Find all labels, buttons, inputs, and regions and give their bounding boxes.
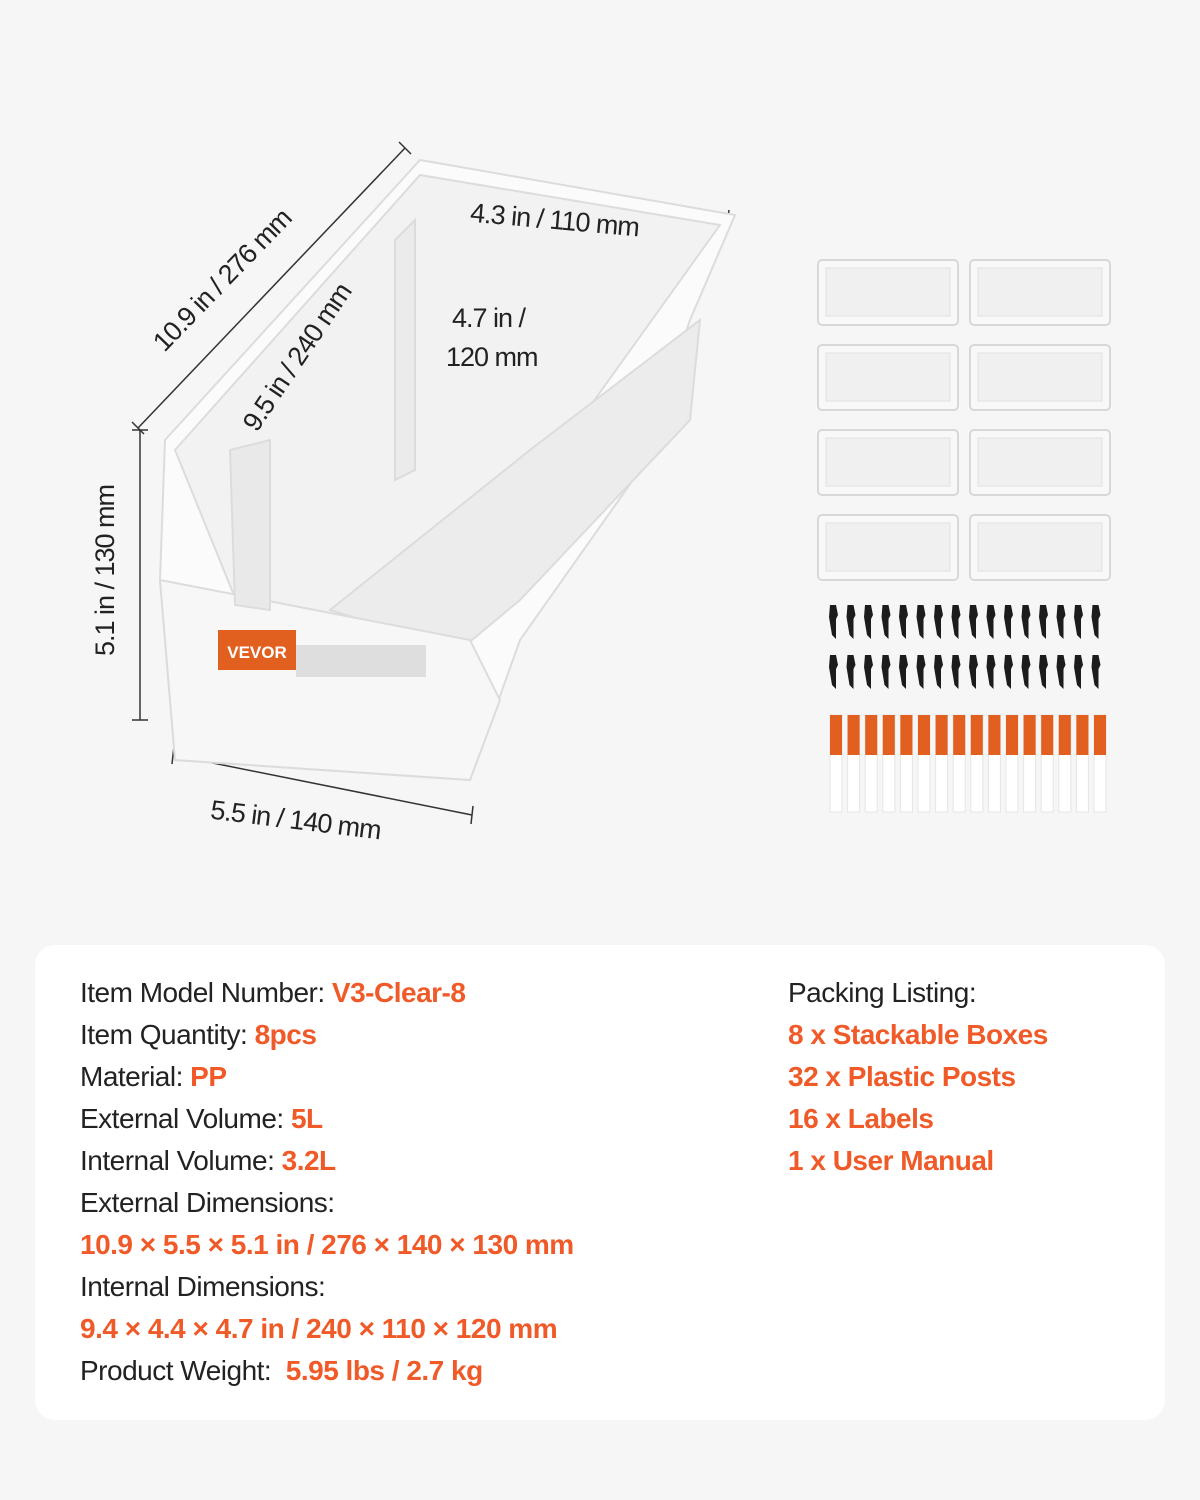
ext-volume-label: External Volume: [80, 1103, 291, 1134]
quantity-value: 8pcs [254, 1019, 317, 1050]
plastic-post [1091, 655, 1101, 689]
model-value: V3-Clear-8 [331, 977, 466, 1008]
plastic-post [934, 605, 943, 639]
vevor-label [218, 630, 296, 670]
plastic-post [1021, 605, 1031, 639]
plastic-post [916, 655, 926, 689]
weight-value: 5.95 lbs / 2.7 kg [285, 1355, 483, 1386]
product-illustration: VEVOR [131, 141, 1111, 825]
ext-dim-label: External Dimensions: [80, 1187, 335, 1218]
label-slot [296, 645, 426, 677]
mini-bin-inner [825, 522, 951, 572]
label-strip-logo [900, 715, 913, 755]
dim-depth-line1: 4.7 in / [452, 303, 526, 333]
label-strip-logo [865, 715, 878, 755]
material-value: PP [190, 1061, 227, 1092]
int-dim-label: Internal Dimensions: [80, 1271, 326, 1302]
spec-list: Item Model Number: V3-Clear-8 Item Quant… [80, 972, 574, 1392]
plastic-post [1056, 605, 1066, 639]
plastic-post [829, 655, 838, 689]
mini-bin-inner [977, 267, 1103, 317]
plastic-post [951, 655, 961, 689]
plastic-post [1074, 655, 1083, 689]
label-strip-logo [1058, 715, 1071, 755]
label-strip-logo [882, 715, 895, 755]
mini-bin-inner [825, 352, 951, 402]
plastic-post [829, 605, 838, 639]
label-strip-logo [1076, 715, 1089, 755]
label-strip-logo [988, 715, 1001, 755]
label-strip-logo [1094, 715, 1106, 755]
packing-item: 16 x Labels [788, 1103, 934, 1134]
plastic-post [969, 655, 978, 689]
mini-bin-inner [977, 522, 1103, 572]
label-strip-logo [847, 715, 860, 755]
label-strip-logo [1041, 715, 1054, 755]
label-strip-logo [918, 715, 930, 755]
packing-item: 8 x Stackable Boxes [788, 1019, 1048, 1050]
plastic-post [899, 655, 908, 689]
plastic-post [846, 655, 856, 689]
plastic-post [899, 605, 908, 639]
plastic-post [1056, 655, 1066, 689]
int-volume-value: 3.2L [281, 1145, 337, 1176]
plastic-post [969, 605, 978, 639]
mini-bin-inner [977, 352, 1103, 402]
plastic-post [846, 605, 856, 639]
plastic-post [1004, 605, 1013, 639]
plastic-post [934, 655, 943, 689]
quantity-label: Item Quantity: [80, 1019, 255, 1050]
model-label: Item Model Number: [80, 977, 332, 1008]
label-strip-logo [1006, 715, 1018, 755]
plastic-post [951, 605, 961, 639]
mini-bin-inner [977, 437, 1103, 487]
dim-depth-line2: 120 mm [446, 342, 539, 372]
spec-panel [35, 945, 1165, 1420]
packing-item: 32 x Plastic Posts [788, 1061, 1016, 1092]
packing-list: Packing Listing: 8 x Stackable Boxes 32 … [788, 972, 1048, 1182]
plastic-post [1091, 605, 1101, 639]
plastic-post [1039, 655, 1048, 689]
plastic-post [916, 605, 926, 639]
label-strip-logo [970, 715, 983, 755]
plastic-post [864, 605, 873, 639]
plastic-post [986, 655, 996, 689]
plastic-post [881, 605, 891, 639]
plastic-post [1021, 655, 1031, 689]
mini-bin-inner [825, 267, 951, 317]
mini-bin-inner [825, 437, 951, 487]
packing-item: 1 x User Manual [788, 1145, 994, 1176]
dim-height: 5.1 in / 130 mm [90, 484, 121, 657]
plastic-post [881, 655, 891, 689]
package-contents [817, 259, 1111, 813]
ext-dim-value: 10.9 × 5.5 × 5.1 in / 276 × 140 × 130 mm [80, 1229, 574, 1260]
label-strip-logo [935, 715, 948, 755]
plastic-post [1039, 605, 1048, 639]
material-label: Material: [80, 1061, 191, 1092]
packing-title: Packing Listing: [788, 977, 977, 1008]
plastic-post [864, 655, 873, 689]
label-strip-logo [1023, 715, 1036, 755]
int-volume-label: Internal Volume: [80, 1145, 282, 1176]
plastic-post [1004, 655, 1013, 689]
plastic-post [1074, 605, 1083, 639]
label-strip-logo [953, 715, 966, 755]
int-dim-value: 9.4 × 4.4 × 4.7 in / 240 × 110 × 120 mm [80, 1313, 558, 1344]
weight-label: Product Weight: [80, 1355, 286, 1386]
plastic-post [986, 605, 996, 639]
label-strip-logo [830, 715, 842, 755]
ext-volume-value: 5L [290, 1103, 323, 1134]
vevor-logo: VEVOR [227, 643, 287, 662]
